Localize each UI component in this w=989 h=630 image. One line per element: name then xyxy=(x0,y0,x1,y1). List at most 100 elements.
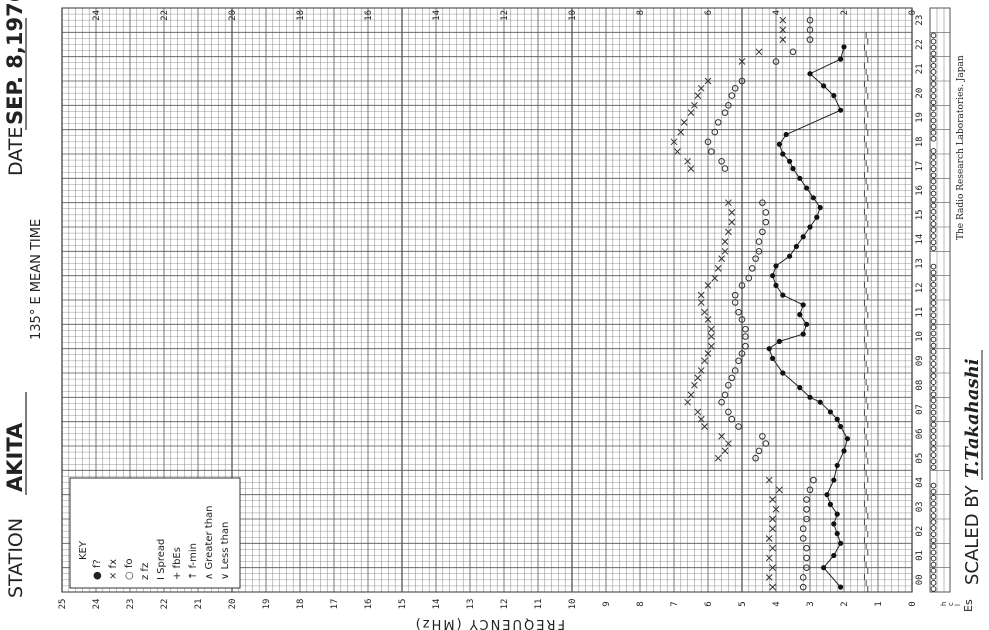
point-fx xyxy=(725,228,732,236)
es-mark xyxy=(930,44,937,51)
es-mark xyxy=(930,379,937,385)
point-fo xyxy=(752,255,759,262)
point-fx xyxy=(694,374,702,382)
es-mark xyxy=(930,488,937,495)
point-f xyxy=(838,423,844,430)
es-mark xyxy=(930,300,937,306)
frequency-tick-label: 20 xyxy=(228,599,238,610)
es-mark xyxy=(930,500,937,507)
point-fo xyxy=(755,447,763,455)
point-f xyxy=(831,521,837,527)
frequency-tick-label-top: 6 xyxy=(704,10,714,15)
es-mark xyxy=(930,464,937,471)
frequency-tick-label: 23 xyxy=(126,599,136,610)
es-mark xyxy=(930,555,937,562)
es-mark xyxy=(930,87,937,93)
point-fo xyxy=(735,423,742,430)
es-mark xyxy=(930,202,937,209)
frequency-tick-label: 7 xyxy=(670,601,680,606)
point-fo xyxy=(728,374,736,382)
point-f xyxy=(841,448,847,454)
es-mark xyxy=(930,93,937,100)
frequency-tick-label: 9 xyxy=(602,601,612,606)
point-fx xyxy=(765,554,773,562)
frequency-tick-label: 2 xyxy=(840,601,850,606)
hour-tick-label: 15 xyxy=(915,209,925,220)
es-mark xyxy=(930,38,937,45)
es-mark xyxy=(930,245,937,252)
es-mark xyxy=(930,415,937,422)
date-label: DATE xyxy=(5,127,27,176)
frequency-tick-label: 19 xyxy=(262,599,272,610)
hour-tick-label: 21 xyxy=(915,63,925,74)
point-fx xyxy=(684,398,691,406)
point-fx xyxy=(728,209,736,216)
station-name: AKITA xyxy=(3,422,27,492)
es-mark xyxy=(930,348,937,355)
point-f xyxy=(821,565,827,571)
es-mark xyxy=(930,549,937,556)
es-mark xyxy=(930,458,937,465)
point-fo xyxy=(803,515,810,523)
point-fo xyxy=(725,381,732,389)
hour-tick-label: 19 xyxy=(915,112,925,123)
point-fx xyxy=(721,238,729,245)
es-mark xyxy=(930,567,937,574)
frequency-tick-label-top: 18 xyxy=(296,10,306,21)
key-item: ↑ f-min xyxy=(188,543,199,580)
es-mark xyxy=(930,403,937,410)
hour-tick-label: 22 xyxy=(915,39,925,50)
point-fx xyxy=(697,299,705,306)
point-fx xyxy=(769,525,776,533)
point-fo xyxy=(803,544,810,552)
point-fx xyxy=(769,564,776,572)
point-fo xyxy=(803,564,810,571)
es-mark xyxy=(930,184,937,191)
point-fx xyxy=(728,218,736,226)
key-item: ∨ Less than xyxy=(220,522,231,580)
point-fo xyxy=(759,228,766,236)
key-item: ● f? xyxy=(92,559,103,580)
point-fo xyxy=(731,299,739,306)
point-fx xyxy=(694,92,702,99)
es-mark xyxy=(930,233,937,239)
point-f xyxy=(821,83,827,89)
point-fx xyxy=(714,265,722,272)
es-mark xyxy=(930,117,937,124)
point-fx xyxy=(765,535,773,542)
frequency-tick-label: 0 xyxy=(908,601,918,606)
point-fx xyxy=(697,84,705,92)
point-f xyxy=(800,331,806,337)
point-f xyxy=(807,394,813,400)
frequency-tick-label-top: 22 xyxy=(160,10,170,21)
point-f xyxy=(807,71,813,77)
point-fo xyxy=(748,265,756,272)
frequency-tick-label: 21 xyxy=(194,599,204,610)
point-f xyxy=(766,346,772,352)
es-mark xyxy=(930,525,937,531)
es-mark xyxy=(930,427,937,434)
point-f xyxy=(838,107,844,113)
point-fx xyxy=(691,101,698,109)
point-fo xyxy=(728,92,736,99)
point-fo xyxy=(714,119,722,126)
es-mark xyxy=(930,367,937,373)
es-mark xyxy=(930,573,937,580)
frequency-tick-label-top: 12 xyxy=(500,10,510,21)
frequency-tick-label: 13 xyxy=(466,599,476,610)
point-fx xyxy=(670,138,678,146)
es-mark xyxy=(930,50,937,57)
point-fx xyxy=(704,282,712,289)
point-fx xyxy=(697,291,705,299)
hour-tick-label: 01 xyxy=(915,550,925,561)
point-fo xyxy=(762,218,770,226)
es-mark xyxy=(930,434,937,440)
point-fx xyxy=(687,109,695,116)
frequency-tick-label-top: 0 xyxy=(908,10,918,15)
es-mark xyxy=(930,330,937,337)
hour-tick-label: 20 xyxy=(915,88,925,99)
frequency-tick-label: 25 xyxy=(58,599,68,610)
es-mark xyxy=(930,561,937,568)
es-mark xyxy=(930,507,937,513)
